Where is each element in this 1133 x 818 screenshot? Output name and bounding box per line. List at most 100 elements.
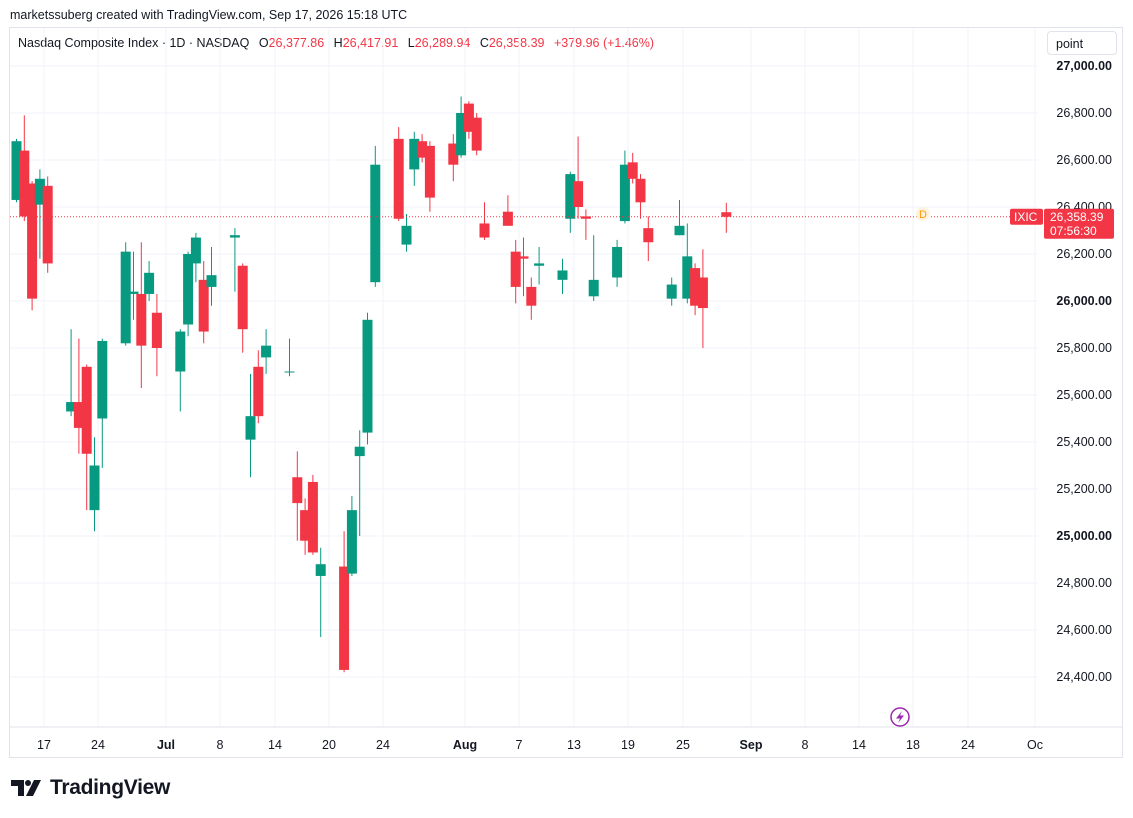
candle[interactable] <box>307 474 318 555</box>
chart-frame <box>9 27 1123 758</box>
candle[interactable] <box>128 251 139 320</box>
candle-body <box>471 117 482 151</box>
candle[interactable] <box>151 293 162 377</box>
x-tick-label: 24 <box>376 738 390 752</box>
y-tick-label: 25,000.00 <box>1056 529 1112 543</box>
candle[interactable] <box>588 235 599 301</box>
y-tick-label: 25,200.00 <box>1056 482 1112 496</box>
symbol-tag-bg <box>1010 208 1043 225</box>
candle[interactable] <box>479 202 490 240</box>
candle[interactable] <box>89 437 100 532</box>
candle[interactable] <box>237 263 248 353</box>
dividend-marker-icon[interactable]: D <box>916 207 930 221</box>
candle[interactable] <box>463 101 474 139</box>
candle[interactable] <box>120 242 131 346</box>
tradingview-logo[interactable]: TradingView <box>11 776 170 800</box>
y-tick-label: 25,800.00 <box>1056 341 1112 355</box>
candle[interactable] <box>73 338 84 454</box>
candle-body <box>307 481 318 553</box>
candle-body <box>284 371 295 373</box>
candle[interactable] <box>144 261 155 301</box>
candle[interactable] <box>245 373 256 478</box>
ohlc-legend: Nasdaq Composite Index · 1D · NASDAQ O26… <box>18 36 654 50</box>
candle[interactable] <box>19 115 30 222</box>
candle-body <box>370 164 381 283</box>
candle[interactable] <box>627 152 638 184</box>
candle[interactable] <box>11 138 22 203</box>
candle[interactable] <box>346 496 357 576</box>
candle[interactable] <box>448 134 459 182</box>
candle-body <box>401 225 412 245</box>
tradingview-logo-icon <box>11 780 41 796</box>
candle[interactable] <box>253 350 264 424</box>
candle[interactable] <box>183 251 194 337</box>
candle[interactable] <box>456 96 467 158</box>
candle[interactable] <box>27 181 38 311</box>
candle[interactable] <box>580 209 591 240</box>
candle[interactable] <box>534 246 545 285</box>
candle[interactable] <box>370 145 381 287</box>
candle[interactable] <box>417 134 428 163</box>
candle[interactable] <box>34 169 45 259</box>
candle[interactable] <box>190 232 201 283</box>
candle[interactable] <box>697 249 708 348</box>
candle[interactable] <box>136 242 147 388</box>
candle[interactable] <box>354 430 365 536</box>
candle[interactable] <box>424 141 435 212</box>
event-lightning-icon[interactable] <box>890 707 910 727</box>
candle[interactable] <box>690 263 701 316</box>
candle[interactable] <box>292 451 303 541</box>
candle[interactable] <box>393 127 404 222</box>
candle-body <box>463 103 474 132</box>
x-tick-label: Aug <box>453 738 477 752</box>
candle[interactable] <box>471 113 482 156</box>
candle[interactable] <box>674 199 685 236</box>
candle[interactable] <box>97 338 108 468</box>
x-tick-label: Oc <box>1027 738 1043 752</box>
candle-body <box>183 254 194 325</box>
candle[interactable] <box>643 216 654 262</box>
candle[interactable] <box>409 131 420 186</box>
candle[interactable] <box>261 329 272 374</box>
candle-body <box>643 228 654 243</box>
y-tick-label: 26,600.00 <box>1056 153 1112 167</box>
y-tick-label: 26,000.00 <box>1056 294 1112 308</box>
candle[interactable] <box>619 150 630 224</box>
candle[interactable] <box>518 237 529 297</box>
candle[interactable] <box>284 338 295 377</box>
candle[interactable] <box>66 329 77 417</box>
candle[interactable] <box>721 202 732 233</box>
candle[interactable] <box>612 239 623 287</box>
price-unit-button[interactable]: point <box>1047 31 1117 55</box>
candle[interactable] <box>206 246 217 306</box>
candle[interactable] <box>229 228 240 292</box>
candle[interactable] <box>81 364 92 511</box>
candle-body <box>612 246 623 278</box>
candle-body <box>27 183 38 299</box>
candle-body <box>674 225 685 236</box>
candle-body <box>682 256 693 299</box>
candle[interactable] <box>635 174 646 219</box>
candle-body <box>557 270 568 280</box>
candle[interactable] <box>42 176 53 273</box>
candle[interactable] <box>666 277 677 306</box>
candle[interactable] <box>315 547 326 638</box>
candle[interactable] <box>198 261 209 344</box>
candle[interactable] <box>300 498 311 555</box>
candle[interactable] <box>682 223 693 304</box>
candle[interactable] <box>565 171 576 233</box>
candle[interactable] <box>502 195 513 226</box>
candle[interactable] <box>526 277 537 320</box>
candle[interactable] <box>401 214 412 252</box>
candle[interactable] <box>510 239 521 304</box>
candle-body <box>619 164 630 222</box>
candle[interactable] <box>362 312 373 445</box>
candle-body <box>66 402 77 412</box>
candle[interactable] <box>339 531 350 673</box>
candle-body <box>151 312 162 348</box>
candle[interactable] <box>175 329 186 412</box>
candle[interactable] <box>573 136 584 219</box>
y-tick-label: 27,000.00 <box>1056 59 1112 73</box>
candle[interactable] <box>557 258 568 294</box>
